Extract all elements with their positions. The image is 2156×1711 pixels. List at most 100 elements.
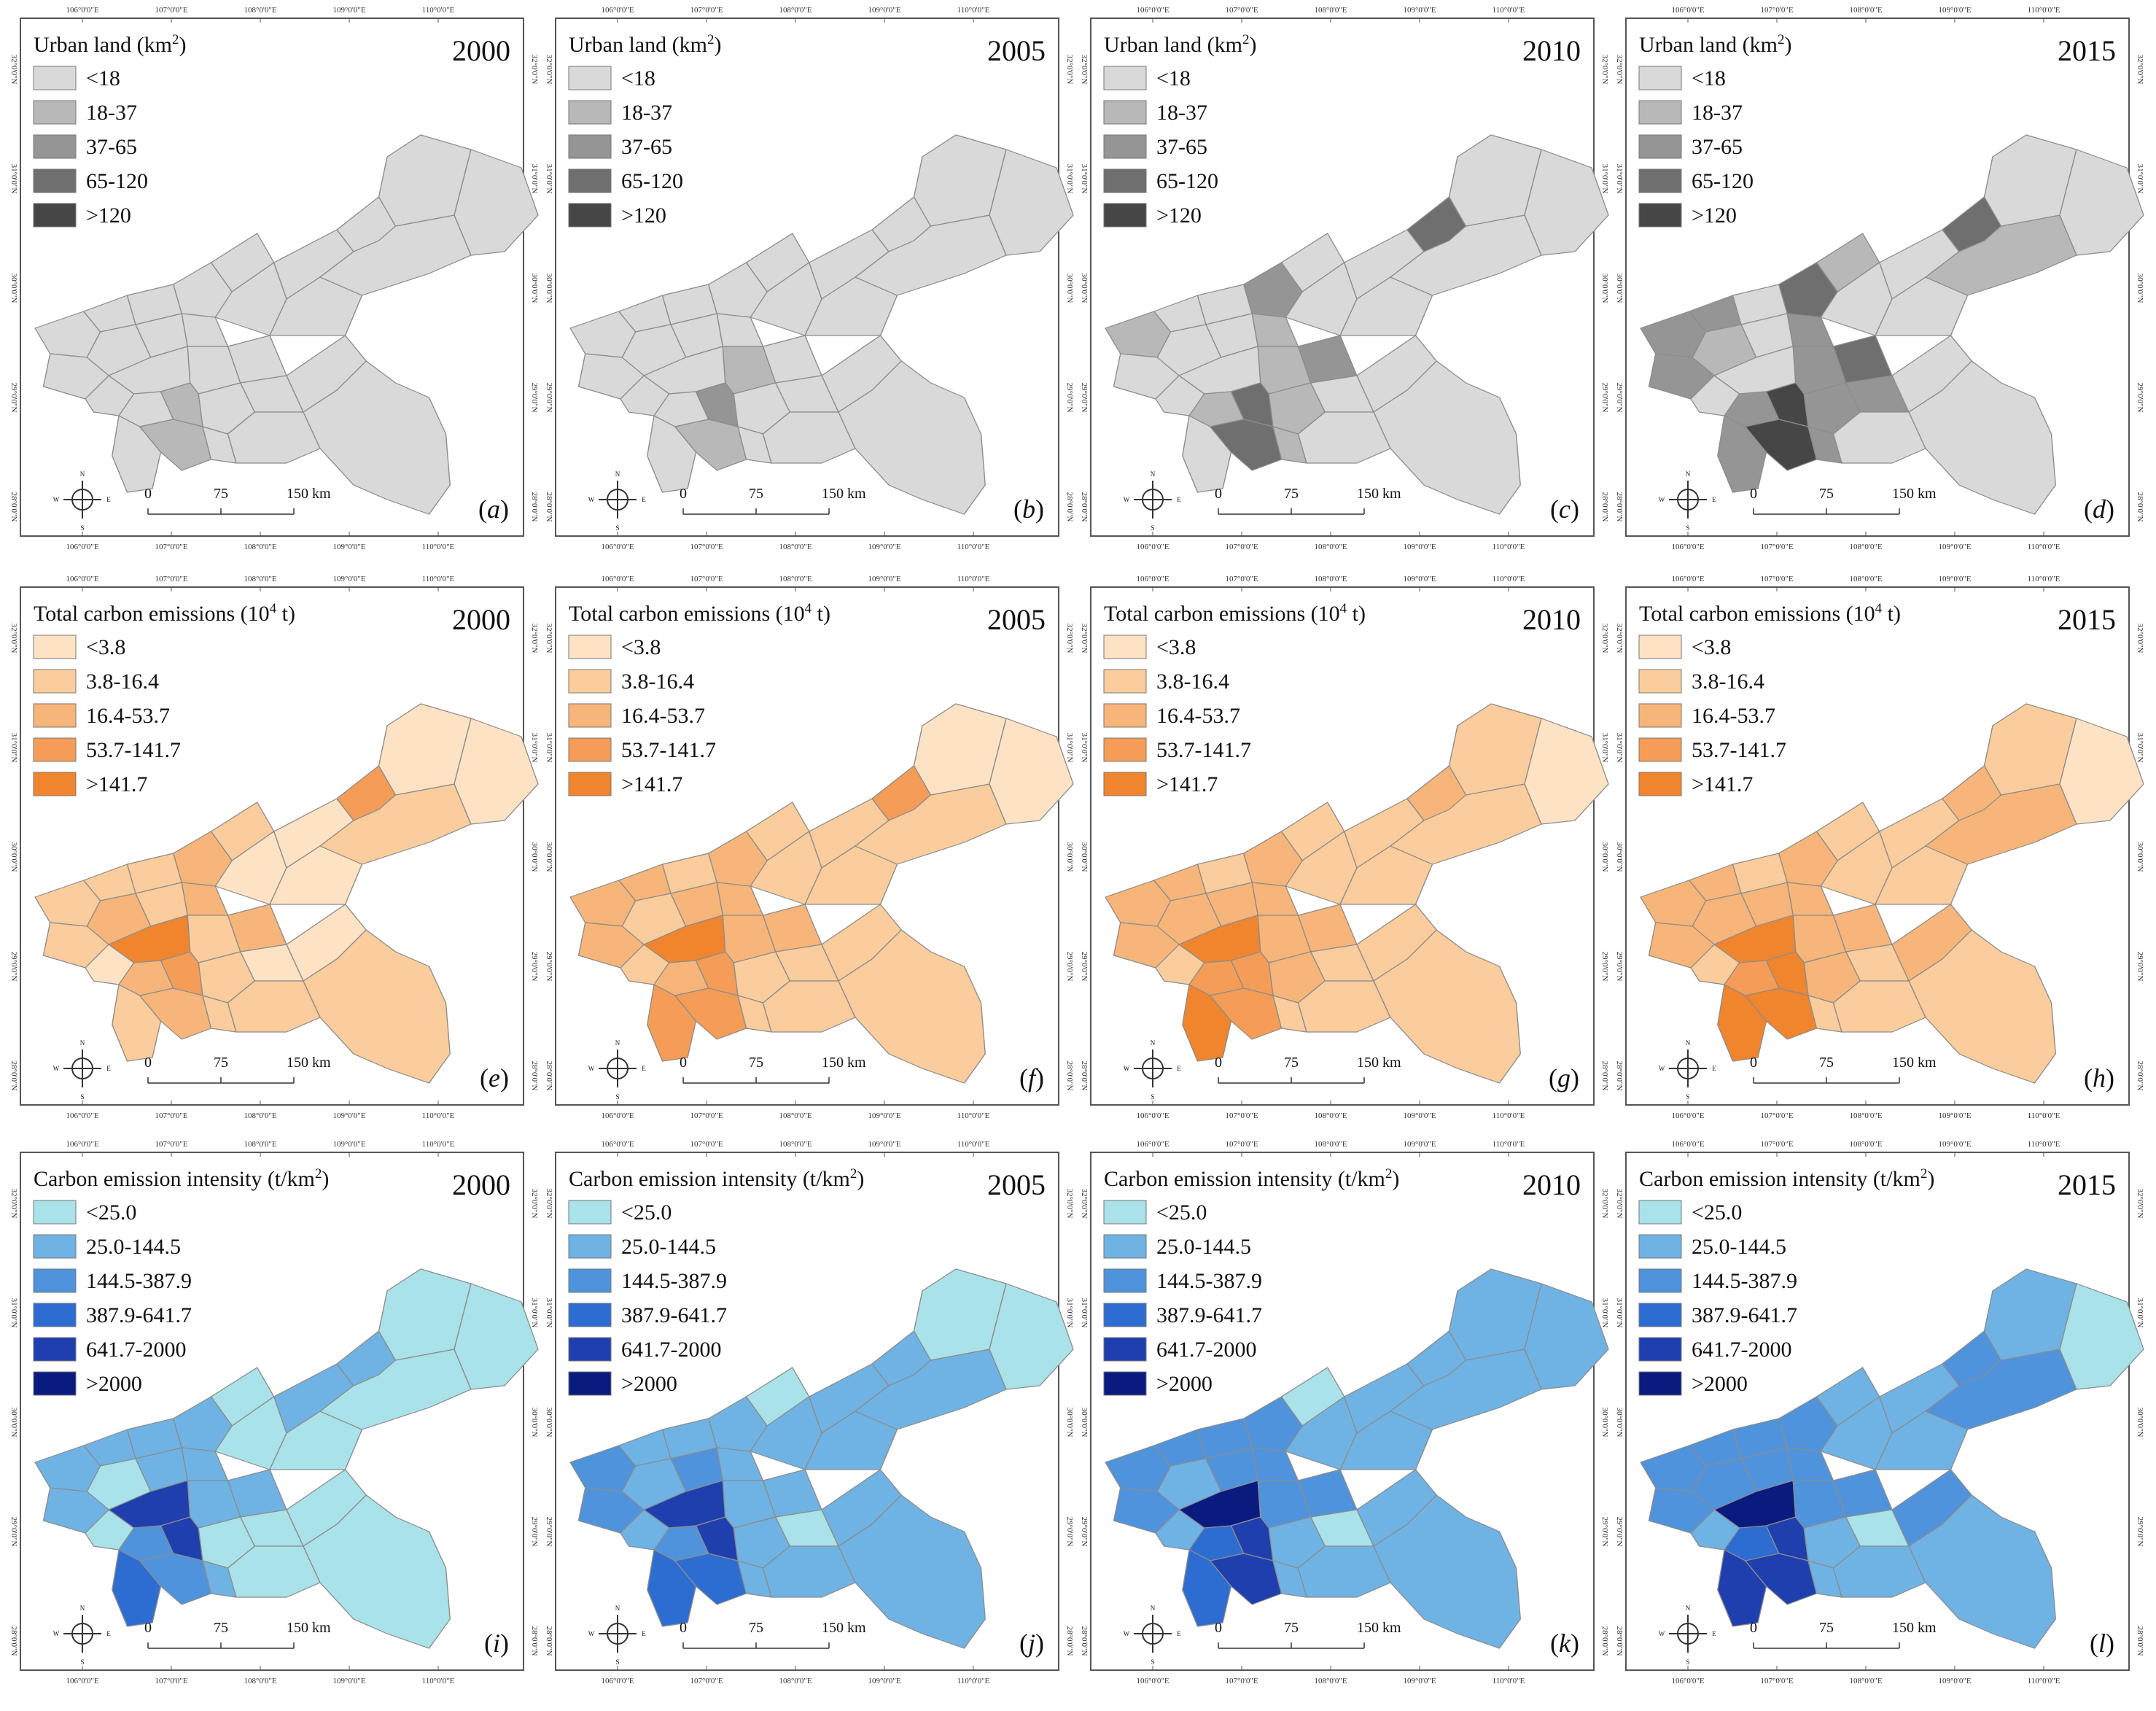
lat-tick-label-left: 28°0'0"N bbox=[1080, 1626, 1089, 1656]
legend-swatch bbox=[1103, 1234, 1147, 1259]
lon-tick-label-top: 109°0'0"E bbox=[868, 575, 900, 583]
legend-swatch bbox=[568, 66, 612, 90]
legend: Urban land (km2) <18 18-37 37-65 65-120 >120 bbox=[568, 32, 721, 228]
legend-title: Carbon emission intensity (t/km2) bbox=[34, 1166, 329, 1191]
legend-title: Carbon emission intensity (t/km2) bbox=[569, 1166, 864, 1191]
lat-tick-label-right: 28°0'0"N bbox=[530, 492, 539, 522]
scale-label: 0 bbox=[680, 1055, 687, 1071]
legend-class-label: >2000 bbox=[1692, 1372, 1748, 1396]
lon-tick-label-top: 109°0'0"E bbox=[868, 6, 900, 15]
lat-tick-label-left: 32°0'0"N bbox=[545, 624, 553, 653]
lon-tick-label-bottom: 106°0'0"E bbox=[66, 1111, 98, 1120]
lon-tick-label-bottom: 106°0'0"E bbox=[601, 1111, 634, 1120]
legend-swatch bbox=[33, 635, 77, 659]
scale-bar: 0 75 150 km bbox=[680, 1620, 866, 1649]
lon-tick-label-top: 106°0'0"E bbox=[1136, 6, 1169, 15]
lat-tick-label-right: 30°0'0"N bbox=[530, 273, 539, 303]
legend-swatch bbox=[1638, 203, 1682, 228]
legend-class-label: 18-37 bbox=[1156, 101, 1207, 125]
north-arrow-letter: W bbox=[588, 496, 595, 503]
lat-tick-label-right: 31°0'0"N bbox=[1600, 733, 1609, 763]
lat-tick-label-right: 29°0'0"N bbox=[530, 952, 539, 982]
north-arrow-letter: N bbox=[80, 1039, 85, 1047]
panel-emissions-2005: 106°0'0"E 106°0'0"E 107°0'0"E 107°0'0"E 108°… bbox=[545, 575, 1074, 1120]
legend-swatch bbox=[1638, 168, 1682, 193]
lon-tick-label-bottom: 106°0'0"E bbox=[1671, 1111, 1704, 1120]
lon-tick-label-top: 109°0'0"E bbox=[1938, 575, 1971, 583]
legend-swatch bbox=[1638, 1371, 1682, 1396]
scale-label: 150 km bbox=[1357, 1620, 1401, 1636]
lon-tick-label-bottom: 109°0'0"E bbox=[1403, 1111, 1436, 1120]
legend-class-label: >120 bbox=[1692, 203, 1737, 228]
lat-tick-label-left: 29°0'0"N bbox=[9, 1517, 18, 1547]
legend-class-label: 3.8-16.4 bbox=[1692, 670, 1764, 694]
north-arrow-icon: N S W E bbox=[53, 1039, 112, 1101]
district-region bbox=[1524, 718, 1609, 825]
district-region bbox=[1524, 149, 1609, 256]
province-map bbox=[34, 703, 539, 1084]
panel-year-label: 2000 bbox=[452, 603, 510, 636]
lon-tick-label-top: 108°0'0"E bbox=[779, 575, 812, 583]
district-region bbox=[1373, 1494, 1521, 1649]
scale-label: 150 km bbox=[822, 486, 866, 502]
legend-swatch bbox=[33, 100, 77, 125]
lat-tick-label-right: 28°0'0"N bbox=[1065, 492, 1074, 522]
lat-tick-label-left: 30°0'0"N bbox=[1615, 273, 1624, 303]
lat-tick-label-right: 30°0'0"N bbox=[1065, 1408, 1074, 1438]
lon-tick-label-bottom: 106°0'0"E bbox=[601, 1677, 634, 1685]
north-arrow-letter: E bbox=[1177, 1630, 1181, 1637]
lat-tick-label-left: 28°0'0"N bbox=[1080, 1061, 1089, 1091]
panel-urban-2000: 106°0'0"E 106°0'0"E 107°0'0"E 107°0'0"E 108°… bbox=[9, 6, 539, 551]
north-arrow-letter: E bbox=[642, 1065, 646, 1072]
legend-swatch bbox=[1103, 1200, 1147, 1225]
north-arrow-letter: W bbox=[1659, 1065, 1665, 1072]
north-arrow-letter: N bbox=[615, 1039, 620, 1047]
panel-year-label: 2000 bbox=[452, 1168, 510, 1201]
scale-label: 75 bbox=[1819, 486, 1834, 502]
panel-urban-2010: 106°0'0"E 106°0'0"E 107°0'0"E 107°0'0"E 108°… bbox=[1080, 6, 1609, 551]
lat-tick-label-left: 32°0'0"N bbox=[9, 1189, 18, 1219]
scale-label: 150 km bbox=[287, 1055, 331, 1071]
lon-tick-label-top: 106°0'0"E bbox=[1136, 1140, 1169, 1149]
lat-tick-label-right: 31°0'0"N bbox=[1600, 164, 1609, 194]
legend-swatch bbox=[1638, 1200, 1682, 1225]
lat-tick-label-left: 29°0'0"N bbox=[1615, 952, 1624, 982]
legend-class-label: 387.9-641.7 bbox=[86, 1303, 192, 1327]
north-arrow-letter: N bbox=[615, 470, 620, 478]
legend-class-label: 53.7-141.7 bbox=[86, 738, 181, 762]
lon-tick-label-bottom: 109°0'0"E bbox=[332, 1111, 365, 1120]
legend-class-label: 37-65 bbox=[621, 135, 672, 159]
lat-tick-label-left: 32°0'0"N bbox=[9, 624, 18, 653]
district-region bbox=[1908, 1494, 2056, 1649]
district-region bbox=[1339, 1411, 1433, 1470]
scale-label: 75 bbox=[1819, 1620, 1834, 1636]
lon-tick-label-top: 110°0'0"E bbox=[422, 1140, 455, 1149]
lon-tick-label-bottom: 110°0'0"E bbox=[2028, 543, 2060, 551]
lat-tick-label-right: 32°0'0"N bbox=[2136, 624, 2144, 653]
legend-swatch bbox=[1103, 737, 1147, 762]
lat-tick-label-right: 29°0'0"N bbox=[1065, 383, 1074, 413]
lon-tick-label-top: 106°0'0"E bbox=[66, 6, 98, 15]
panel-emissions-2010: 106°0'0"E 106°0'0"E 107°0'0"E 107°0'0"E 108°… bbox=[1080, 575, 1609, 1120]
lon-tick-label-top: 107°0'0"E bbox=[155, 6, 187, 15]
legend: Total carbon emissions (104 t) <3.8 3.8-16… bbox=[33, 601, 295, 796]
north-arrow-letter: S bbox=[1686, 524, 1689, 532]
north-arrow-letter: N bbox=[80, 1605, 85, 1612]
lon-tick-label-top: 106°0'0"E bbox=[601, 1140, 634, 1149]
panel-letter: (l) bbox=[2090, 1629, 2114, 1658]
lat-tick-label-left: 31°0'0"N bbox=[1615, 164, 1624, 194]
north-arrow-icon: N S W E bbox=[1124, 1605, 1182, 1666]
lat-tick-label-left: 30°0'0"N bbox=[545, 1408, 553, 1438]
lon-tick-label-bottom: 109°0'0"E bbox=[868, 1111, 900, 1120]
lon-tick-label-top: 107°0'0"E bbox=[1760, 6, 1793, 15]
north-arrow-letter: E bbox=[106, 1630, 111, 1637]
legend-class-label: 144.5-387.9 bbox=[86, 1269, 192, 1293]
lon-tick-label-top: 108°0'0"E bbox=[779, 1140, 812, 1149]
lon-tick-label-bottom: 106°0'0"E bbox=[1671, 1677, 1704, 1685]
lat-tick-label-right: 32°0'0"N bbox=[530, 1189, 539, 1219]
legend-swatch bbox=[568, 134, 612, 159]
panel-letter: (g) bbox=[1549, 1063, 1579, 1093]
scale-label: 0 bbox=[680, 486, 687, 502]
lon-tick-label-bottom: 108°0'0"E bbox=[244, 543, 276, 551]
lat-tick-label-right: 31°0'0"N bbox=[1065, 164, 1074, 194]
